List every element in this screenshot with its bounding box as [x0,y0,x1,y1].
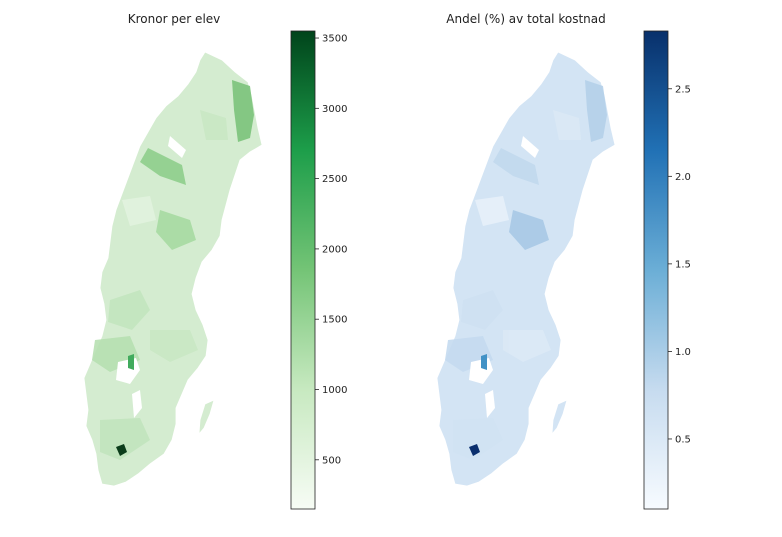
region-shading [445,80,607,460]
colorbar-tick-label: 1000 [322,385,347,396]
lake-vattern [132,390,142,418]
colorbar-tick-label: 3000 [322,104,347,115]
colorbar-tick-label: 0.5 [675,434,691,445]
colorbar-tick-label: 1.5 [675,259,691,270]
region-shading [92,80,254,460]
colorbar-kronor-per-elev: 500 1000 1500 2000 2500 3000 3500 [290,30,347,510]
colorbar-tick-label: 2.0 [675,172,691,183]
colorbar-tick-label: 500 [322,455,341,466]
lake-vattern [485,390,495,418]
colorbar-tick-label: 2000 [322,244,347,255]
colorbar-tick-label: 1.0 [675,347,691,358]
highlight-municipality [469,444,480,456]
colorbar-tick-label: 1500 [322,315,347,326]
lake-north [521,136,539,158]
colorbar-tick-label: 2500 [322,174,347,185]
colorbar-tick-label: 2.5 [675,84,691,95]
colorbar-andel-av-total-kostnad: 0.5 1.0 1.5 2.0 2.5 [643,30,691,510]
colorbar-gradient [290,30,316,510]
map-title-kronor-per-elev: Kronor per elev [127,12,221,26]
secondary-highlight [481,354,487,370]
choropleth-map-kronor-per-elev [83,51,263,487]
colorbar-gradient [643,30,669,510]
lake-north [168,136,186,158]
map-title-andel-av-total-kostnad: Andel (%) av total kostnad [446,12,606,26]
highlight-municipality [116,444,127,456]
secondary-highlight [128,354,134,370]
colorbar-tick-label: 3500 [322,34,347,45]
choropleth-map-andel-av-total-kostnad [436,51,616,487]
